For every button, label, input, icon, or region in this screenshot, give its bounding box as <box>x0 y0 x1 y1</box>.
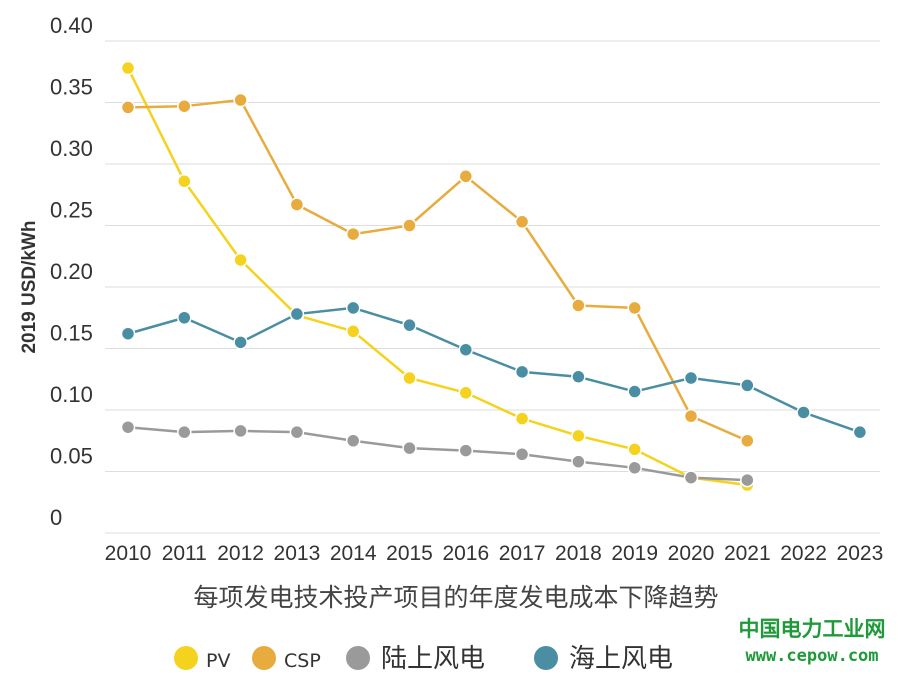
series-line <box>127 306 861 434</box>
data-point <box>289 424 305 440</box>
x-tick-label: 2019 <box>611 542 658 565</box>
data-point <box>458 342 474 357</box>
data-point <box>683 370 699 386</box>
series-line <box>127 98 748 442</box>
data-point <box>852 424 868 440</box>
y-axis-label: 2019 USD/kWh <box>19 220 40 353</box>
y-tick-label: 0.40 <box>50 13 93 38</box>
data-point <box>402 317 417 333</box>
data-point <box>402 218 417 233</box>
legend-label: 海上风电 <box>569 644 673 674</box>
series <box>120 60 755 493</box>
x-tick-label: 2016 <box>442 542 489 565</box>
x-tick-label: 2010 <box>105 542 152 565</box>
legend-marker <box>346 646 370 670</box>
legend-label: CSP <box>284 650 321 672</box>
data-point <box>571 428 586 444</box>
data-point <box>514 364 530 380</box>
x-axis-ticks: 2010 2011 2012 2013 2014 2015 2016 2017 2018 2019… <box>105 542 884 565</box>
watermark-name: 中国电力工业网 <box>739 617 886 641</box>
data-point <box>177 173 192 189</box>
legend: PV CSP 陆上风电 海上风电 <box>174 644 673 674</box>
data-point <box>402 370 417 386</box>
x-tick-label: 2011 <box>162 542 207 565</box>
data-point <box>233 92 248 108</box>
data-point <box>177 424 192 440</box>
data-point <box>458 385 474 401</box>
gridlines <box>105 40 880 534</box>
data-point <box>796 405 811 420</box>
legend-marker <box>252 646 276 670</box>
data-point <box>627 442 642 457</box>
data-point <box>233 423 248 439</box>
data-point <box>345 226 361 242</box>
data-point <box>402 440 417 456</box>
data-point <box>514 447 530 462</box>
x-tick-label: 2018 <box>555 542 602 565</box>
series <box>120 419 755 488</box>
x-tick-label: 2013 <box>274 542 321 565</box>
series-line <box>127 425 748 482</box>
y-axis-ticks: 0 0.05 0.10 0.15 0.20 0.25 0.30 0.35 0.40 <box>50 13 93 530</box>
y-tick-label: 0.35 <box>50 75 93 100</box>
x-tick-label: 2012 <box>217 542 264 565</box>
data-point <box>571 454 586 469</box>
data-point <box>177 310 192 325</box>
y-tick-label: 0.10 <box>50 382 93 407</box>
data-point <box>120 60 136 76</box>
y-tick-label: 0 <box>50 505 62 530</box>
legend-marker <box>534 646 558 670</box>
data-point <box>683 470 699 485</box>
data-point <box>571 369 586 385</box>
x-tick-label: 2020 <box>668 542 715 565</box>
data-point <box>345 324 361 339</box>
data-point <box>458 169 474 184</box>
data-point <box>740 378 755 393</box>
y-tick-label: 0.25 <box>50 198 93 223</box>
series <box>120 92 755 448</box>
x-tick-label: 2014 <box>330 542 377 565</box>
watermark-url: www.cepow.com <box>745 646 878 666</box>
data-point <box>345 433 361 448</box>
data-point <box>233 335 248 350</box>
data-point <box>289 197 305 212</box>
y-tick-label: 0.05 <box>50 444 93 469</box>
x-tick-label: 2023 <box>837 542 884 565</box>
data-point <box>177 98 192 114</box>
series-line <box>126 67 748 487</box>
y-tick-label: 0.15 <box>50 321 93 346</box>
x-tick-label: 2022 <box>780 542 827 565</box>
y-tick-label: 0.20 <box>50 259 93 284</box>
legend-label: 陆上风电 <box>381 644 485 674</box>
data-point <box>571 298 586 313</box>
data-point <box>120 100 136 115</box>
legend-marker <box>174 646 198 670</box>
x-tick-label: 2017 <box>499 542 546 565</box>
data-point <box>233 252 248 268</box>
data-point <box>740 472 755 488</box>
series-lines <box>120 60 868 493</box>
data-point <box>458 443 474 458</box>
data-point <box>345 300 361 316</box>
chart-title: 每项发电技术投产项目的年度发电成本下降趋势 <box>193 583 718 612</box>
series <box>120 300 868 440</box>
data-point <box>627 300 642 316</box>
data-point <box>627 460 642 476</box>
x-tick-label: 2015 <box>386 542 433 565</box>
x-tick-label: 2021 <box>724 542 771 565</box>
data-point <box>120 419 136 435</box>
data-point <box>683 408 699 424</box>
data-point <box>289 306 305 322</box>
data-point <box>514 214 530 230</box>
legend-label: PV <box>206 650 230 672</box>
data-point <box>514 411 530 426</box>
y-tick-label: 0.30 <box>50 136 93 161</box>
data-point <box>740 433 755 448</box>
data-point <box>627 384 642 399</box>
data-point <box>120 326 136 341</box>
